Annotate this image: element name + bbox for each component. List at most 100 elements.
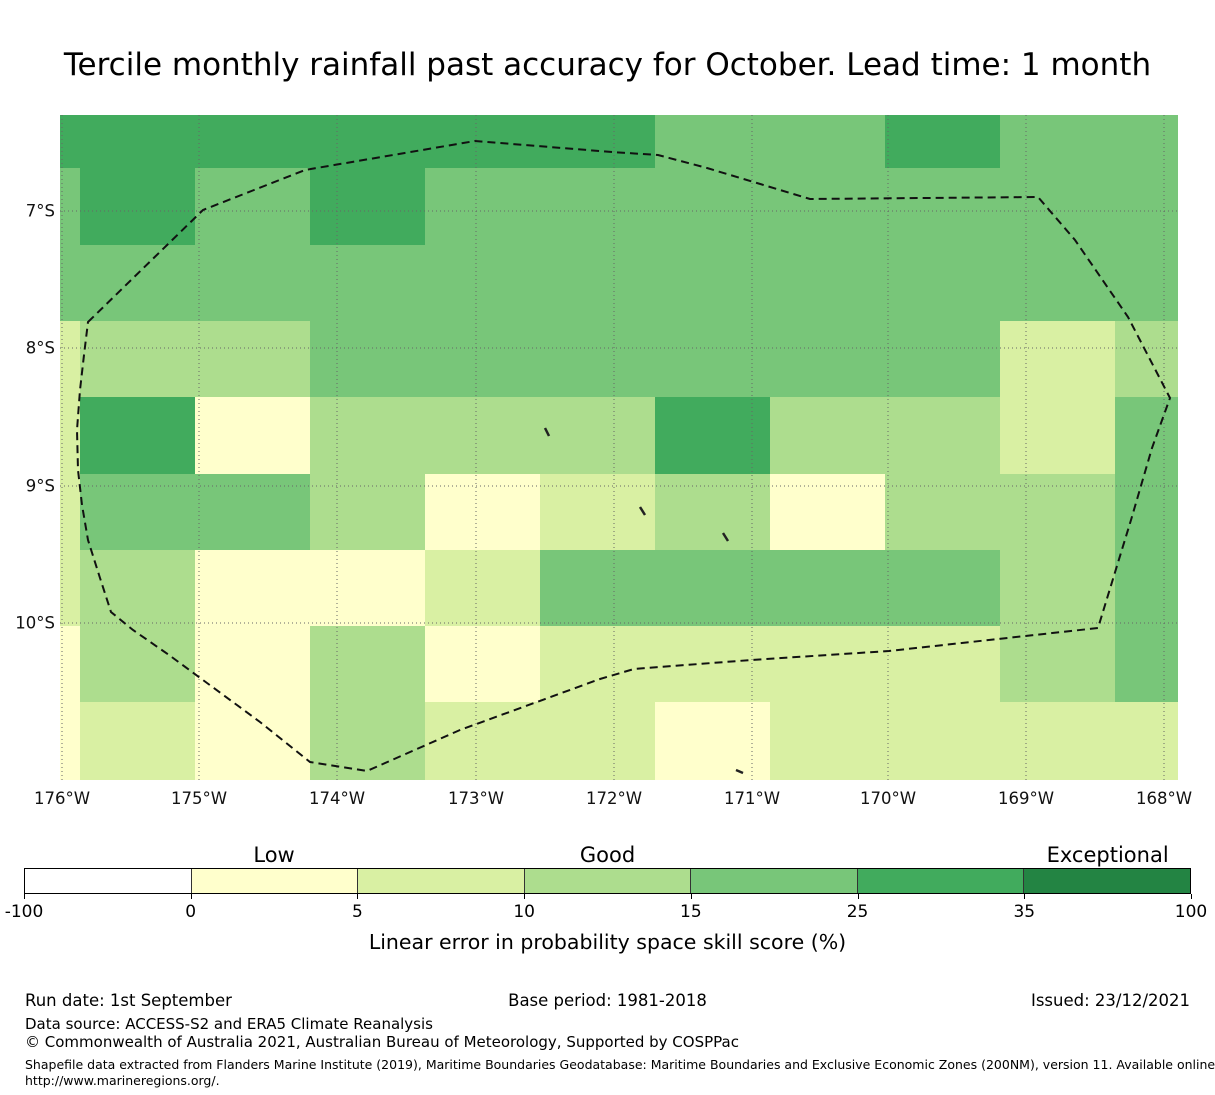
map-cell xyxy=(425,397,540,474)
map-cell xyxy=(310,168,425,245)
map-cell xyxy=(195,702,310,780)
colorbar-tick-mark xyxy=(1024,894,1026,899)
map-cell xyxy=(1115,474,1178,550)
map-cell xyxy=(885,168,1000,245)
map-cell xyxy=(885,474,1000,550)
map-cell xyxy=(540,474,655,550)
map-cell xyxy=(655,702,770,780)
map-cell xyxy=(540,168,655,245)
colorbar-tick-label: 5 xyxy=(352,902,363,922)
y-tick-label: 7°S xyxy=(25,201,55,221)
colorbar-tick-mark xyxy=(357,894,359,899)
map-cell xyxy=(310,321,425,397)
map-cell xyxy=(60,397,80,474)
x-tick-label: 171°W xyxy=(723,789,781,808)
colorbar-segment xyxy=(524,869,692,893)
map-cell xyxy=(770,245,885,321)
x-tick-label: 174°W xyxy=(308,789,366,808)
map-cell xyxy=(885,397,1000,474)
map-cell xyxy=(310,245,425,321)
colorbar-tick-mark xyxy=(524,894,526,899)
map-cell xyxy=(310,474,425,550)
map-cell xyxy=(1115,550,1178,626)
map-cell xyxy=(195,245,310,321)
map-cell xyxy=(1000,168,1115,245)
map-cell xyxy=(540,550,655,626)
map-cell xyxy=(655,550,770,626)
map-cell xyxy=(60,550,80,626)
map-cell xyxy=(80,321,195,397)
map-cell xyxy=(1000,550,1115,626)
map-cell xyxy=(1115,321,1178,397)
y-tick-label: 9°S xyxy=(25,476,55,496)
map-cell xyxy=(80,245,195,321)
map-cell xyxy=(425,702,540,780)
map-cell xyxy=(60,115,80,168)
map-cell xyxy=(80,550,195,626)
colorbar-tick-label: 15 xyxy=(680,902,702,922)
map-cell xyxy=(60,702,80,780)
colorbar-category-label: Low xyxy=(253,843,295,867)
map-cell xyxy=(60,474,80,550)
map-cell xyxy=(885,321,1000,397)
colorbar-tick-label: -100 xyxy=(4,902,44,922)
map-cell xyxy=(655,321,770,397)
colorbar-tick-label: 10 xyxy=(513,902,535,922)
map-cell xyxy=(425,626,540,702)
map-cell xyxy=(770,115,885,168)
map-cell xyxy=(540,626,655,702)
map-cell xyxy=(1000,474,1115,550)
map-cell xyxy=(1000,115,1115,168)
colorbar-segment xyxy=(857,869,1025,893)
map-cell xyxy=(770,321,885,397)
map-overlay xyxy=(60,115,1178,780)
colorbar-segment xyxy=(191,869,359,893)
data-source-text: Data source: ACCESS-S2 and ERA5 Climate … xyxy=(25,1015,433,1033)
map-cell xyxy=(80,474,195,550)
map-cell xyxy=(655,474,770,550)
colorbar-segment xyxy=(358,869,525,893)
colorbar xyxy=(24,868,1191,894)
map-cell xyxy=(885,626,1000,702)
map-cell xyxy=(195,115,310,168)
colorbar-tick-mark xyxy=(690,894,692,899)
heatmap-cell-grid xyxy=(60,115,1178,780)
colorbar-tick-mark xyxy=(190,894,192,899)
x-tick-label: 173°W xyxy=(447,789,505,808)
island-mark xyxy=(543,427,551,437)
map-cell xyxy=(310,550,425,626)
map-cell xyxy=(1115,397,1178,474)
issued-date-text: Issued: 23/12/2021 xyxy=(1030,991,1190,1010)
map-cell xyxy=(770,168,885,245)
copyright-text: © Commonwealth of Australia 2021, Austra… xyxy=(25,1033,739,1051)
map-cell xyxy=(195,397,310,474)
colorbar-segment xyxy=(1024,869,1191,893)
map-cell xyxy=(425,321,540,397)
colorbar-caption: Linear error in probability space skill … xyxy=(368,930,847,954)
map-cell xyxy=(885,550,1000,626)
eez-boundary-line xyxy=(75,139,1172,773)
colorbar-segment xyxy=(691,869,858,893)
map-cell xyxy=(1115,702,1178,780)
map-cell xyxy=(770,702,885,780)
map-cell xyxy=(1000,245,1115,321)
map-cell xyxy=(540,397,655,474)
map-cell xyxy=(1115,626,1178,702)
map-cell xyxy=(655,626,770,702)
run-date-text: Run date: 1st September xyxy=(25,991,232,1010)
map-cell xyxy=(1115,115,1178,168)
colorbar-tick-label: 25 xyxy=(846,902,869,922)
map-cell xyxy=(195,474,310,550)
map-cell xyxy=(425,474,540,550)
map-cell xyxy=(60,626,80,702)
colorbar-tick-mark xyxy=(24,894,25,899)
y-tick-label: 10°S xyxy=(15,613,55,633)
map-cell xyxy=(1000,321,1115,397)
map-cell xyxy=(80,397,195,474)
colorbar-category-label: Exceptional xyxy=(1046,843,1169,867)
map-cell xyxy=(425,168,540,245)
island-mark xyxy=(735,768,744,775)
shapefile-attribution-line1: Shapefile data extracted from Flanders M… xyxy=(25,1057,1215,1072)
colorbar-tick-label: 35 xyxy=(1013,902,1036,922)
